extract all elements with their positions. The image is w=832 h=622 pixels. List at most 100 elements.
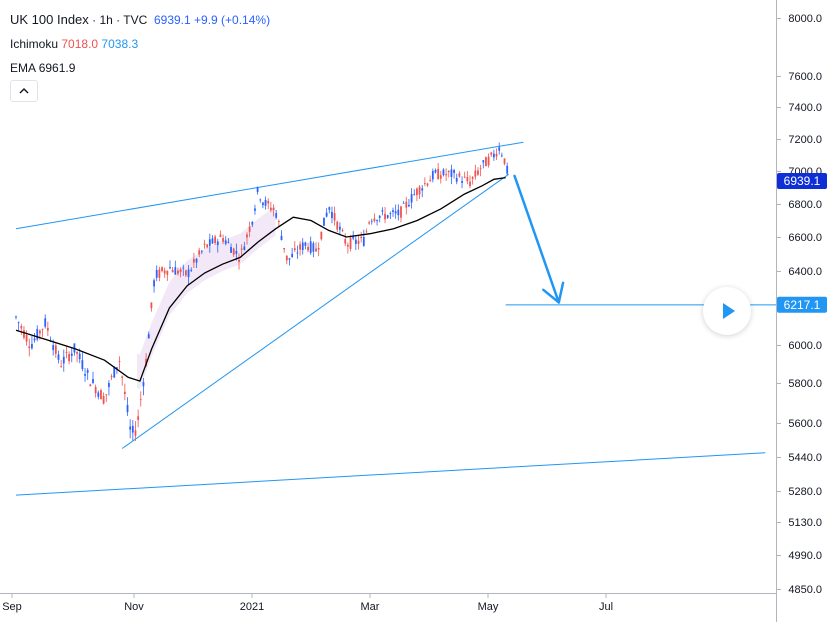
candle-body xyxy=(384,213,386,220)
candle-body xyxy=(211,238,214,244)
candle-body xyxy=(370,220,373,222)
candle-body xyxy=(256,187,259,192)
y-tick-label: 4990.0 xyxy=(788,550,822,562)
candle-body xyxy=(336,221,339,230)
candle-body xyxy=(309,241,312,253)
candle-body xyxy=(357,240,360,244)
candle-body xyxy=(62,356,65,364)
candle-body xyxy=(474,170,477,177)
candle-body xyxy=(408,204,410,207)
candle-body xyxy=(392,210,394,213)
y-tick-label: 4850.0 xyxy=(788,584,822,596)
candle-body xyxy=(463,176,466,178)
candle-body xyxy=(455,178,458,182)
price-change: +9.9 (+0.14%) xyxy=(194,13,271,27)
candle-body xyxy=(461,181,463,183)
trendline xyxy=(121,173,509,449)
candle-body xyxy=(431,171,434,180)
candle-body xyxy=(307,246,309,251)
candle-body xyxy=(317,248,320,250)
candle-body xyxy=(192,258,195,263)
y-tick-label: 5130.0 xyxy=(788,517,822,529)
y-tick-label: 7200.0 xyxy=(788,134,822,146)
candle-body xyxy=(216,241,219,246)
y-tick-label: 8000.0 xyxy=(788,13,822,25)
candle-body xyxy=(291,253,294,258)
candle-body xyxy=(84,374,86,376)
candle-body xyxy=(52,345,55,350)
candle-body xyxy=(299,244,301,250)
candle-body xyxy=(108,383,110,388)
candle-body xyxy=(33,338,36,341)
y-axis[interactable]: 8000.07600.07400.07200.07000.06800.06600… xyxy=(777,13,822,596)
y-tick-label: 6400.0 xyxy=(788,266,822,278)
candle-body xyxy=(208,239,211,246)
candle-body xyxy=(65,351,68,353)
candle-body xyxy=(503,158,506,164)
y-tick-label: 5440.0 xyxy=(788,452,822,464)
interval[interactable]: 1h xyxy=(99,13,113,27)
candle-body xyxy=(246,234,248,238)
candle-body xyxy=(445,174,448,176)
candle-body xyxy=(288,258,291,260)
x-tick-label: Mar xyxy=(361,601,380,613)
candle-body xyxy=(163,270,166,274)
candle-body xyxy=(46,327,49,331)
candle-body xyxy=(187,269,190,277)
candle-body xyxy=(44,318,47,327)
data-source: TVC xyxy=(123,13,148,27)
candle-body xyxy=(17,322,20,323)
candle-body xyxy=(285,255,288,261)
legend-symbol-row: UK 100 Index · 1h · TVC 6939.1 +9.9 (+0.… xyxy=(10,8,270,32)
candle-body xyxy=(147,334,150,339)
arrow-head xyxy=(542,281,565,304)
candle-body xyxy=(378,215,381,218)
candle-body xyxy=(339,226,341,230)
chart-legend: UK 100 Index · 1h · TVC 6939.1 +9.9 (+0.… xyxy=(10,8,270,80)
arrow-shaft xyxy=(513,174,561,304)
candle-body xyxy=(166,270,169,275)
chevron-up-icon xyxy=(19,88,29,94)
y-tick-label: 6000.0 xyxy=(788,340,822,352)
candle-body xyxy=(94,387,97,394)
candle-body xyxy=(296,252,299,254)
candle-body xyxy=(397,209,400,216)
ema-value: 6961.9 xyxy=(38,61,76,75)
candle-body xyxy=(174,267,177,275)
legend-ichimoku-row[interactable]: Ichimoku 7018.0 7038.3 xyxy=(10,32,270,56)
candle-body xyxy=(482,160,485,163)
collapse-legend-button[interactable] xyxy=(10,80,38,102)
candle-body xyxy=(450,169,453,177)
legend-ema-row[interactable]: EMA 6961.9 xyxy=(10,56,270,80)
candle-body xyxy=(129,426,132,430)
candle-body xyxy=(139,399,142,401)
x-tick-label: Sep xyxy=(2,601,22,613)
candle-body xyxy=(389,212,392,214)
candle-body xyxy=(333,213,336,221)
candle-body xyxy=(439,175,442,179)
candle-body xyxy=(68,354,70,362)
x-axis[interactable]: Sep Nov 2021 Mar May Jul xyxy=(2,594,613,613)
candle-body xyxy=(413,194,416,196)
candle-body xyxy=(293,248,296,251)
candle-body xyxy=(323,217,325,226)
candle-body xyxy=(354,239,357,244)
candle-body xyxy=(325,212,328,217)
trendlines xyxy=(15,141,766,496)
candle-body xyxy=(315,248,317,252)
candle-body xyxy=(365,231,368,233)
y-tick-label: 5800.0 xyxy=(788,378,822,390)
candle-body xyxy=(434,170,437,173)
candle-body xyxy=(423,183,426,184)
candle-body xyxy=(267,200,270,204)
y-tick-label: 5600.0 xyxy=(788,418,822,430)
candle-body xyxy=(506,165,509,174)
candle-body xyxy=(177,270,179,274)
go-to-realtime-button[interactable] xyxy=(703,287,751,335)
candle-body xyxy=(115,367,118,369)
candle-body xyxy=(394,211,397,214)
candle-body xyxy=(254,208,256,211)
ichimoku-label: Ichimoku xyxy=(10,37,59,51)
candle-body xyxy=(137,416,140,420)
symbol-name[interactable]: UK 100 Index xyxy=(10,12,89,27)
